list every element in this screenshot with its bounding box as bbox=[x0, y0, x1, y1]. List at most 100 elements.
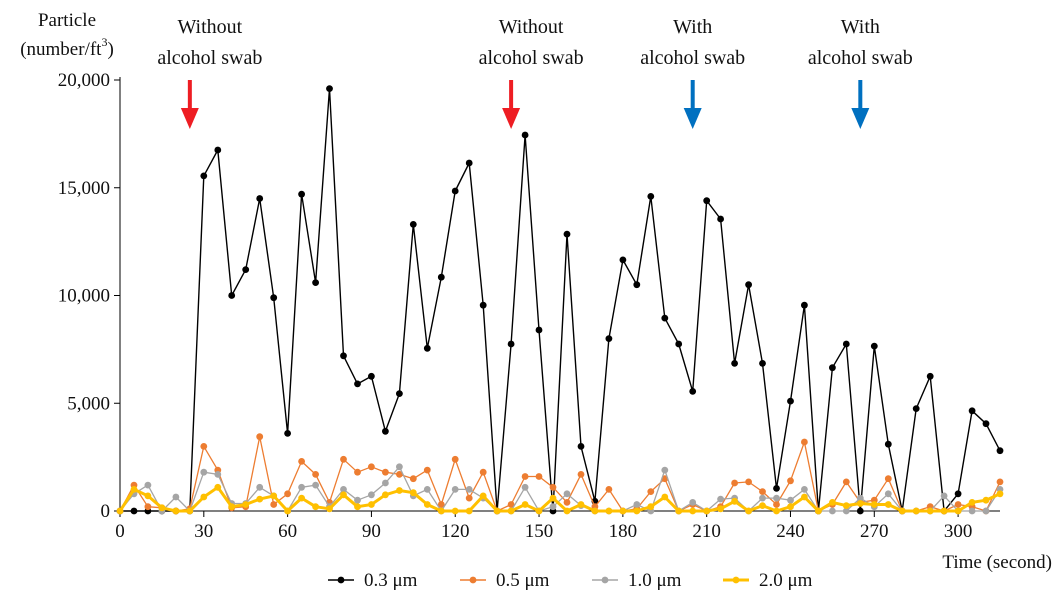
data-point bbox=[717, 505, 724, 513]
data-point bbox=[842, 478, 850, 486]
data-point bbox=[829, 499, 836, 506]
data-point bbox=[256, 495, 264, 503]
data-point bbox=[745, 478, 752, 486]
data-point bbox=[451, 486, 459, 493]
data-point bbox=[228, 503, 236, 511]
y-tick-label: 15,000 bbox=[58, 178, 110, 199]
series-line-2 bbox=[119, 436, 1001, 512]
data-point bbox=[563, 499, 571, 506]
data-point bbox=[940, 492, 948, 500]
data-point bbox=[312, 481, 319, 489]
data-point bbox=[549, 503, 557, 511]
data-point bbox=[647, 488, 655, 495]
data-point bbox=[186, 507, 194, 515]
data-point bbox=[256, 483, 264, 491]
data-point bbox=[284, 490, 291, 498]
data-point bbox=[884, 440, 892, 448]
data-point bbox=[312, 503, 319, 511]
y-axis-unit-superscript: 3 bbox=[101, 35, 107, 49]
y-axis-title: Particle (number/ft3) bbox=[20, 10, 114, 60]
data-point bbox=[298, 190, 305, 198]
data-point bbox=[675, 340, 683, 348]
x-tick-label: 270 bbox=[860, 521, 889, 542]
data-point bbox=[437, 273, 445, 281]
data-point bbox=[368, 372, 375, 380]
data-point bbox=[717, 495, 724, 503]
data-point bbox=[465, 159, 473, 167]
data-point bbox=[368, 463, 375, 471]
data-point bbox=[144, 492, 152, 500]
data-point bbox=[619, 507, 627, 515]
data-point bbox=[298, 458, 305, 465]
data-point bbox=[605, 507, 613, 515]
data-point bbox=[507, 340, 515, 348]
data-point bbox=[787, 477, 794, 485]
x-tick-label: 60 bbox=[278, 521, 297, 542]
data-point bbox=[605, 486, 613, 493]
x-tick-label: 300 bbox=[944, 521, 973, 542]
data-point bbox=[982, 507, 990, 515]
data-point bbox=[354, 503, 361, 511]
data-point bbox=[396, 471, 403, 478]
data-point bbox=[787, 496, 794, 504]
x-tick-label: 120 bbox=[441, 521, 470, 542]
data-point bbox=[647, 503, 655, 511]
annotation-label-line1: Without bbox=[177, 16, 242, 38]
x-axis-title: Time (second) bbox=[942, 552, 1052, 573]
data-point bbox=[870, 501, 878, 508]
down-arrow-icon bbox=[180, 108, 199, 129]
data-point bbox=[312, 471, 319, 478]
data-point bbox=[270, 294, 278, 302]
data-point bbox=[368, 501, 375, 508]
data-point bbox=[437, 507, 445, 515]
down-arrow-icon bbox=[683, 108, 702, 129]
data-point bbox=[535, 507, 543, 515]
down-arrow-icon bbox=[851, 108, 870, 129]
data-point bbox=[842, 340, 850, 348]
data-point bbox=[633, 507, 641, 515]
x-tick-label: 90 bbox=[362, 521, 381, 542]
data-point bbox=[619, 256, 627, 264]
data-point bbox=[675, 507, 683, 515]
data-point bbox=[298, 483, 305, 491]
data-point bbox=[312, 279, 319, 286]
data-point bbox=[801, 493, 808, 501]
data-point bbox=[661, 466, 669, 474]
data-point bbox=[130, 507, 138, 515]
data-point bbox=[242, 266, 250, 273]
data-point bbox=[479, 468, 487, 476]
data-point bbox=[270, 501, 278, 508]
data-point bbox=[647, 193, 655, 200]
data-point bbox=[745, 507, 752, 515]
data-point bbox=[773, 507, 780, 515]
data-point bbox=[856, 507, 864, 515]
data-point bbox=[773, 485, 780, 492]
data-point bbox=[270, 492, 278, 500]
data-point bbox=[396, 390, 403, 397]
data-point bbox=[954, 507, 962, 515]
annotation-1: Without alcohol swab bbox=[157, 16, 262, 129]
data-point bbox=[661, 314, 669, 322]
data-point bbox=[228, 292, 236, 299]
data-point bbox=[507, 507, 515, 515]
series-line-4 bbox=[118, 485, 1001, 513]
data-point bbox=[884, 501, 892, 508]
x-tick-label: 210 bbox=[692, 521, 721, 542]
data-point bbox=[731, 479, 738, 487]
data-point bbox=[158, 504, 166, 512]
data-point bbox=[563, 230, 571, 238]
annotation-label-line2: alcohol swab bbox=[157, 47, 262, 69]
data-point bbox=[409, 475, 417, 483]
data-point bbox=[577, 501, 585, 508]
data-point bbox=[256, 433, 264, 441]
data-point bbox=[409, 221, 417, 228]
data-point bbox=[996, 490, 1004, 498]
data-point bbox=[759, 360, 766, 367]
data-point bbox=[982, 420, 990, 428]
plot-layer: 0 5,000 10,000 15,000 20,000 0 30 60 90 120 150 180… bbox=[58, 16, 1004, 591]
down-arrow-icon bbox=[502, 108, 521, 129]
data-point bbox=[368, 491, 375, 499]
data-point bbox=[689, 499, 697, 506]
data-point bbox=[633, 501, 641, 508]
data-point bbox=[926, 372, 934, 380]
